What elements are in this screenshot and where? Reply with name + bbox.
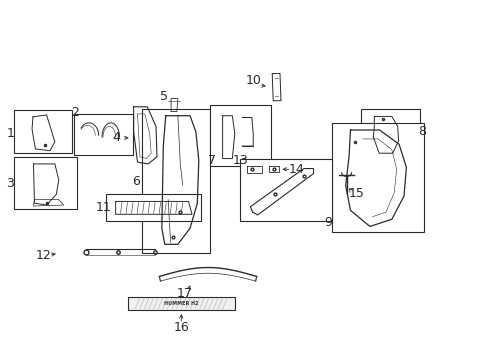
Text: 13: 13 [232,154,248,167]
Bar [74,114,132,155]
Bar [14,157,77,208]
Bar [210,105,271,166]
Bar [239,158,331,221]
Text: 11: 11 [96,201,111,214]
Bar [331,123,424,232]
Text: 3: 3 [6,177,14,190]
Bar [106,194,201,221]
Text: 8: 8 [417,125,425,138]
Bar [127,297,234,310]
Text: 10: 10 [245,74,261,87]
Bar [14,111,72,153]
Text: 15: 15 [347,187,364,200]
Text: 1: 1 [6,127,14,140]
Text: 2: 2 [71,105,79,119]
Bar [361,109,419,158]
Text: 12: 12 [36,248,51,261]
Text: 5: 5 [160,90,168,103]
Text: 9: 9 [324,216,332,229]
Text: 6: 6 [132,175,140,188]
Text: 14: 14 [288,163,304,176]
Text: HUMMER H2: HUMMER H2 [163,301,198,306]
Text: 16: 16 [173,321,189,334]
Text: 17: 17 [176,287,192,300]
Text: 7: 7 [207,154,216,167]
Bar [142,109,210,253]
Text: 4: 4 [112,131,121,144]
